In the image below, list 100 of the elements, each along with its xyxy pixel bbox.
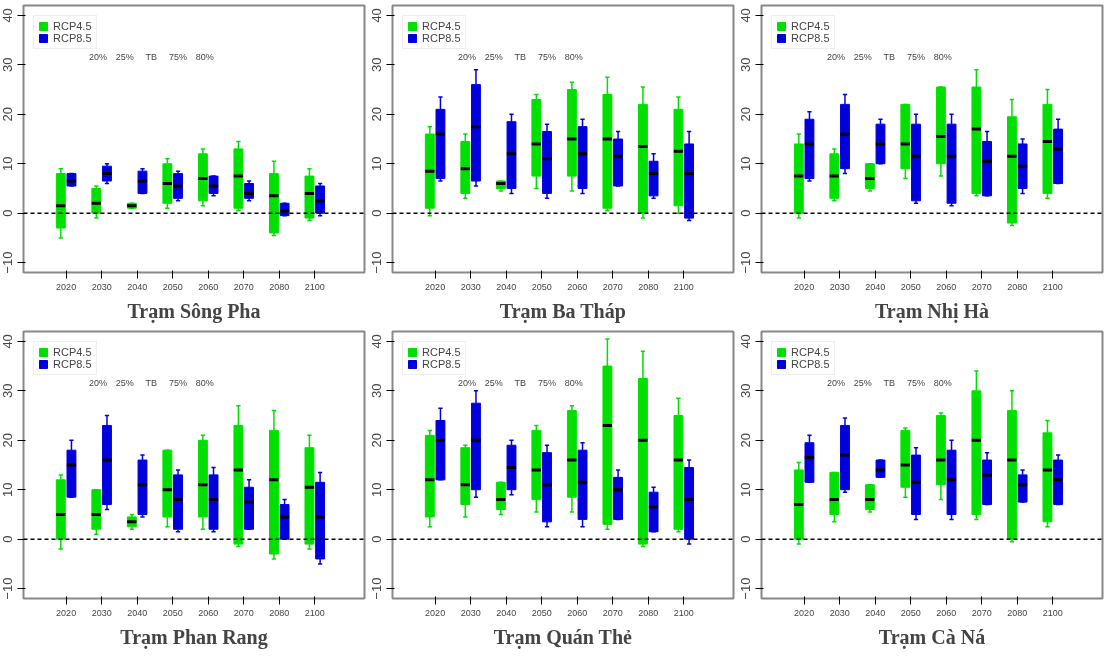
annotation: 20% (89, 378, 108, 389)
x-tick-label: 2060 (198, 607, 219, 618)
y-tick-label: 20 (0, 433, 16, 448)
annotation: 75% (538, 52, 557, 63)
annotation: 20% (89, 52, 108, 63)
legend-label: RCP4.5 (422, 346, 461, 358)
legend-label: RCP8.5 (422, 358, 461, 370)
x-tick-label: 2060 (567, 607, 588, 618)
annotation: 75% (907, 52, 926, 63)
legend-label: RCP8.5 (791, 32, 830, 44)
annotation: 80% (564, 378, 583, 389)
legend-label: RCP4.5 (53, 346, 92, 358)
x-tick-label: 2050 (162, 281, 183, 292)
legend-label: RCP8.5 (53, 358, 92, 370)
y-tick-label: −10 (369, 577, 385, 600)
x-tick-label: 2100 (1042, 607, 1063, 618)
y-tick-label: 30 (369, 57, 385, 73)
x-tick-label: 2030 (829, 607, 850, 618)
annotation: TB (514, 52, 527, 63)
x-tick-label: 2040 (865, 281, 886, 292)
text: Trạm Ba Tháp (499, 299, 626, 323)
x-tick-label: 2020 (56, 281, 77, 292)
legend-label: RCP4.5 (791, 20, 830, 32)
x-tick-label: 2050 (162, 607, 183, 618)
y-tick-label: 20 (738, 433, 754, 448)
x-tick-label: 2070 (971, 281, 992, 292)
annotation: 25% (484, 52, 503, 63)
text: Trạm Sông Pha (127, 299, 261, 323)
legend-label: RCP8.5 (791, 358, 830, 370)
annotation: 20% (458, 52, 477, 63)
x-tick-label: 2100 (304, 281, 325, 292)
x-tick-label: 2080 (638, 281, 659, 292)
y-tick-label: 30 (0, 57, 16, 73)
x-tick-label: 2030 (829, 281, 850, 292)
x-tick-label: 2050 (531, 281, 552, 292)
x-tick-label: 2070 (971, 607, 992, 618)
x-tick-label: 2020 (794, 607, 815, 618)
legend-label: RCP8.5 (422, 32, 461, 44)
x-tick-label: 2100 (673, 281, 694, 292)
x-tick-label: 2040 (127, 607, 148, 618)
y-tick-label: 0 (738, 535, 754, 543)
annotation: 20% (458, 378, 477, 389)
x-tick-label: 2020 (425, 607, 446, 618)
x-tick-label: 2070 (602, 281, 623, 292)
y-tick-label: 20 (369, 433, 385, 448)
x-tick-label: 2040 (496, 607, 517, 618)
annotation: TB (883, 52, 896, 63)
y-tick-label: 20 (738, 107, 754, 122)
x-tick-label: 2080 (269, 607, 290, 618)
x-tick-label: 2030 (91, 607, 112, 618)
x-tick-label: 2060 (936, 281, 957, 292)
x-tick-label: 2040 (496, 281, 517, 292)
annotation: 25% (115, 378, 134, 389)
x-tick-label: 2030 (460, 607, 481, 618)
y-tick-label: 30 (738, 383, 754, 399)
x-tick-label: 2080 (1007, 607, 1028, 618)
x-tick-label: 2100 (1042, 281, 1063, 292)
y-tick-label: 10 (738, 482, 754, 497)
annotation: 80% (195, 52, 214, 63)
legend-label: RCP4.5 (53, 20, 92, 32)
y-tick-label: 0 (0, 209, 16, 217)
legend-label: RCP4.5 (422, 20, 461, 32)
annotation: 75% (538, 378, 557, 389)
x-tick-label: 2100 (304, 607, 325, 618)
y-tick-label: 0 (0, 535, 16, 543)
text: Trạm Cà Ná (878, 625, 986, 649)
y-tick-label: −10 (738, 251, 754, 274)
y-tick-label: 40 (369, 334, 385, 349)
y-tick-label: 30 (0, 383, 16, 399)
x-tick-label: 2070 (233, 281, 254, 292)
annotation: 75% (169, 52, 188, 63)
annotation: TB (883, 378, 896, 389)
y-tick-label: 20 (369, 107, 385, 122)
y-tick-label: 0 (738, 209, 754, 217)
legend-label: RCP4.5 (791, 346, 830, 358)
annotation: TB (145, 378, 158, 389)
annotation: 25% (484, 378, 503, 389)
annotation: TB (145, 52, 158, 63)
annotation: 80% (195, 378, 214, 389)
legend-label: RCP8.5 (53, 32, 92, 44)
y-tick-label: 10 (0, 156, 16, 171)
y-tick-label: 0 (369, 209, 385, 217)
y-tick-label: 10 (738, 156, 754, 171)
x-tick-label: 2100 (673, 607, 694, 618)
annotation: 20% (827, 378, 846, 389)
annotation: 80% (933, 378, 952, 389)
text: Trạm Phan Rang (120, 625, 268, 649)
annotation: 20% (827, 52, 846, 63)
x-tick-label: 2070 (233, 607, 254, 618)
x-tick-label: 2040 (865, 607, 886, 618)
x-tick-label: 2050 (900, 607, 921, 618)
y-tick-label: 40 (738, 334, 754, 349)
annotation: 25% (853, 378, 872, 389)
y-tick-label: 0 (369, 535, 385, 543)
x-tick-label: 2080 (638, 607, 659, 618)
y-tick-label: 40 (0, 8, 16, 23)
x-tick-label: 2040 (127, 281, 148, 292)
annotation: 25% (115, 52, 134, 63)
y-tick-label: −10 (0, 251, 16, 274)
x-tick-label: 2050 (531, 607, 552, 618)
